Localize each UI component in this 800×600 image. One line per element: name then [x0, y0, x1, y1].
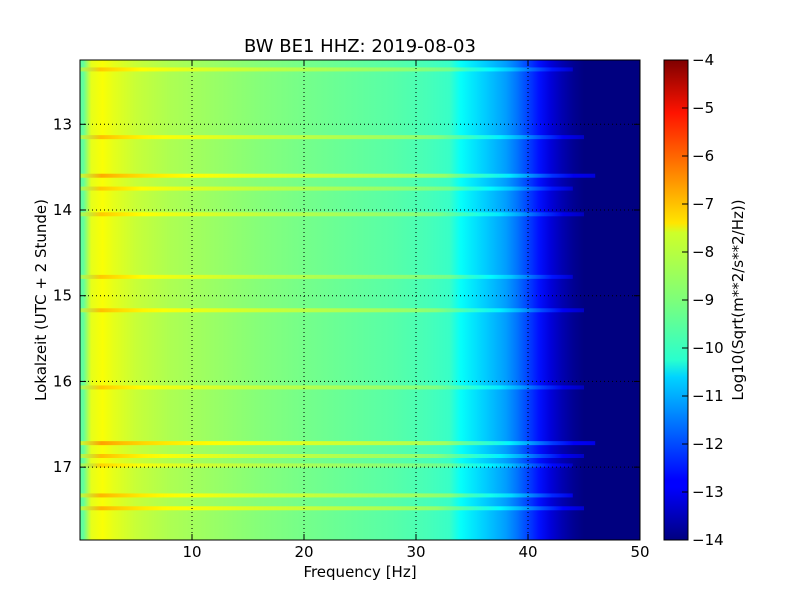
x-axis-label: Frequency [Hz]: [303, 563, 416, 581]
colorbar-tick-label: −6: [692, 147, 714, 165]
grid-lines: [80, 60, 640, 540]
spectrogram-heatmap: [80, 60, 640, 540]
colorbar-tick-label: −12: [692, 435, 724, 453]
x-tick-label: 20: [294, 543, 313, 561]
colorbar-tick-label: −8: [692, 243, 714, 261]
disturbance-band: [80, 463, 573, 468]
spectrogram-fill: [80, 60, 640, 540]
x-axis: 10 20 30 40 50: [182, 60, 650, 561]
disturbance-band: [80, 506, 584, 511]
disturbance-band: [80, 385, 584, 390]
y-tick-label: 16: [53, 372, 72, 390]
y-axis: 13 14 15 16 17: [53, 115, 640, 476]
x-tick-label: 10: [182, 543, 201, 561]
x-tick-label: 40: [518, 543, 537, 561]
chart-title: BW BE1 HHZ: 2019-08-03: [244, 36, 476, 57]
y-tick-label: 14: [53, 201, 72, 219]
disturbance-band: [80, 67, 573, 72]
disturbance-band: [80, 441, 596, 446]
disturbance-band: [80, 173, 596, 178]
colorbar-tick-label: −4: [692, 51, 714, 69]
disturbance-band: [80, 493, 573, 498]
disturbance-band: [80, 186, 573, 191]
disturbance-band: [80, 135, 584, 140]
colorbar-label: Log10(Sqrt(m**2/s**2/Hz)): [729, 199, 747, 400]
colorbar-tick-label: −14: [692, 531, 724, 549]
disturbance-band: [80, 212, 584, 217]
disturbance-band: [80, 308, 584, 313]
y-tick-label: 15: [53, 287, 72, 305]
colorbar-tick-label: −7: [692, 195, 714, 213]
y-tick-label: 13: [53, 115, 72, 133]
colorbar-ticks: −4 −5 −6 −7 −8 −9 −10 −11 −12 −13 −14: [682, 51, 724, 549]
x-tick-label: 50: [630, 543, 649, 561]
colorbar-tick-label: −10: [692, 339, 724, 357]
y-axis-label: Lokalzeit (UTC + 2 Stunde): [32, 199, 50, 401]
colorbar-tick-label: −13: [692, 483, 724, 501]
colorbar-tick-label: −5: [692, 99, 714, 117]
disturbance-band: [80, 274, 573, 279]
y-tick-label: 17: [53, 458, 72, 476]
disturbance-band: [80, 454, 584, 458]
colorbar-tick-label: −11: [692, 387, 724, 405]
x-tick-label: 30: [406, 543, 425, 561]
colorbar-tick-label: −9: [692, 291, 714, 309]
plot-frame: [79, 59, 641, 541]
disturbance-bands: [80, 67, 596, 511]
